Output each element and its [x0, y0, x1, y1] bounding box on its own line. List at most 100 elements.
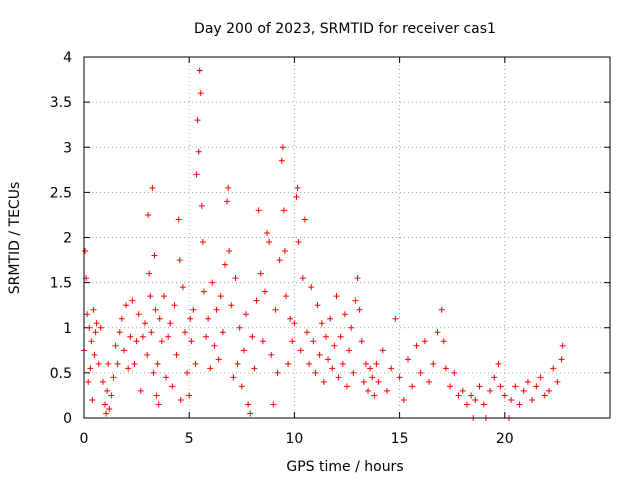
data-point [451, 369, 458, 376]
data-point [186, 392, 193, 399]
data-point [103, 410, 110, 417]
data-point [495, 360, 502, 367]
data-point [346, 347, 353, 354]
data-point [125, 365, 132, 372]
data-point [234, 360, 241, 367]
data-point [88, 338, 95, 345]
data-point [184, 369, 191, 376]
data-point [297, 347, 304, 354]
x-tick-label: 15 [391, 431, 409, 447]
data-point [127, 333, 134, 340]
data-point [354, 275, 361, 282]
data-point [199, 239, 206, 246]
data-point [463, 401, 470, 408]
data-point [86, 324, 93, 331]
data-point [352, 297, 359, 304]
data-point [151, 252, 158, 259]
data-point [217, 293, 224, 300]
data-point [335, 374, 342, 381]
data-point [409, 383, 416, 390]
data-point [344, 383, 350, 390]
data-point [285, 360, 292, 367]
data-point [373, 360, 380, 367]
data-point [314, 302, 321, 309]
data-point [272, 306, 279, 313]
data-point [533, 383, 540, 390]
data-point [153, 392, 160, 399]
data-point [476, 383, 483, 390]
data-point [413, 342, 420, 349]
data-point [339, 360, 346, 367]
chart-title: Day 200 of 2023, SRMTID for receiver cas… [194, 21, 496, 37]
data-point [84, 311, 91, 318]
data-point [375, 378, 382, 385]
data-point [268, 351, 275, 358]
data-point [198, 202, 205, 209]
y-tick-label: 3.5 [50, 95, 72, 111]
data-point [196, 67, 203, 74]
data-point [137, 387, 144, 394]
data-point [341, 311, 348, 318]
x-tick-label: 10 [285, 431, 303, 447]
data-point [442, 365, 449, 372]
data-point [320, 378, 327, 385]
y-tick-label: 0 [63, 411, 72, 427]
data-point [200, 288, 207, 295]
data-point [215, 356, 222, 363]
data-point [379, 347, 386, 354]
data-point [545, 387, 552, 394]
data-point [472, 396, 479, 403]
y-tick-label: 2 [63, 231, 72, 247]
data-point [318, 320, 325, 327]
data-point [501, 392, 508, 399]
data-point [487, 387, 494, 394]
data-point [190, 306, 197, 313]
y-tick-label: 1 [63, 321, 72, 337]
data-point [133, 338, 140, 345]
data-point [325, 356, 332, 363]
data-point [150, 369, 157, 376]
data-point [238, 383, 245, 390]
data-point [104, 387, 111, 394]
data-point [337, 333, 344, 340]
data-point [169, 383, 176, 390]
data-point [145, 211, 152, 218]
data-point [154, 360, 161, 367]
data-point [203, 333, 210, 340]
y-axis-label: SRMTID / TECUs [7, 182, 23, 295]
data-points [81, 67, 566, 421]
data-point [291, 320, 298, 327]
data-point [106, 405, 113, 412]
data-point [110, 374, 117, 381]
data-point [266, 239, 273, 246]
data-point [369, 374, 376, 381]
data-point [95, 360, 102, 367]
data-point [255, 207, 262, 214]
data-point [281, 248, 288, 255]
data-point [87, 365, 94, 372]
data-point [211, 342, 218, 349]
y-tick-labels: 0 0.5 1 1.5 2 2.5 3 3.5 4 [50, 50, 72, 427]
data-point [193, 171, 200, 178]
data-point [360, 378, 367, 385]
data-point [194, 117, 201, 124]
data-point [331, 342, 338, 349]
data-point [209, 279, 216, 286]
y-tick-label: 1.5 [50, 276, 72, 292]
data-point [417, 369, 424, 376]
data-point [274, 369, 281, 376]
y-tick-label: 0.5 [50, 366, 72, 382]
data-point [396, 374, 403, 381]
data-point [197, 90, 204, 97]
data-point [264, 229, 271, 236]
data-point [558, 356, 565, 363]
data-point [524, 378, 531, 385]
data-point [195, 148, 202, 155]
data-point [247, 410, 254, 417]
data-point [459, 387, 466, 394]
data-point [181, 329, 188, 336]
y-tick-label: 3 [63, 140, 72, 156]
data-point [82, 248, 89, 255]
data-point [491, 374, 498, 381]
